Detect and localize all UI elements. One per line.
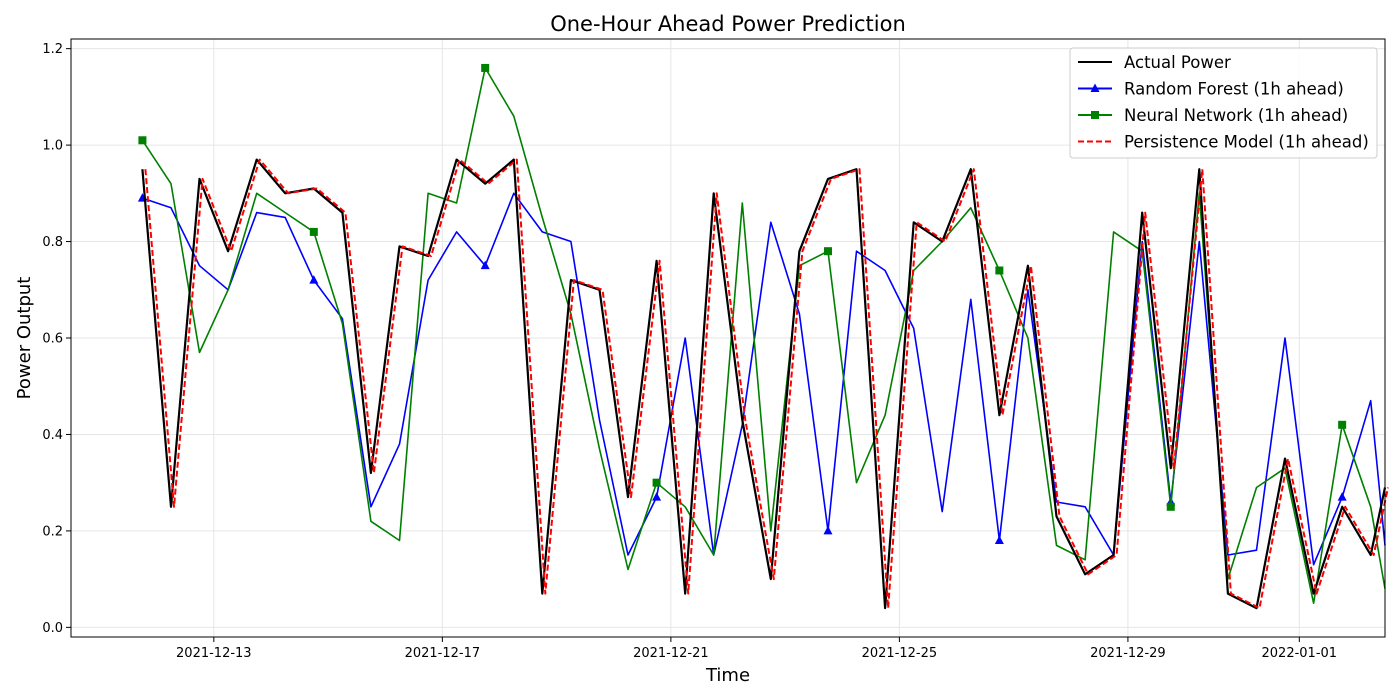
legend-label-neural-network-1h-ahead: Neural Network (1h ahead)	[1124, 106, 1348, 125]
neural-network-1h-ahead-marker	[481, 63, 490, 72]
neural-network-1h-ahead-marker	[138, 136, 147, 145]
random-forest-1h-ahead-marker	[1337, 492, 1347, 501]
x-axis-label: Time	[705, 665, 750, 686]
y-axis: 0.0 0.2 0.4 0.6 0.8 1.0 1.2	[42, 42, 71, 636]
random-forest-1h-ahead-marker	[994, 535, 1004, 545]
neural-network-1h-ahead-marker	[995, 266, 1004, 275]
neural-network-1h-ahead-marker	[652, 478, 661, 487]
random-forest-1h-ahead-marker	[823, 525, 833, 535]
x-tick-label: 2021-12-17	[405, 646, 481, 661]
legend-label-random-forest-1h-ahead: Random Forest (1h ahead)	[1124, 80, 1344, 99]
y-tick-label: 1.2	[42, 42, 63, 57]
random-forest-1h-ahead-marker	[652, 492, 662, 501]
y-tick-label: 1.0	[42, 139, 63, 154]
legend-label-actual-power: Actual Power	[1124, 53, 1231, 72]
y-tick-label: 0.8	[42, 235, 63, 250]
random-forest-1h-ahead-marker	[480, 260, 490, 270]
grid	[71, 39, 1385, 637]
y-tick-label: 0.2	[42, 524, 63, 539]
neural-network-1h-ahead-marker	[309, 227, 318, 236]
x-tick-label: 2021-12-29	[1090, 646, 1166, 661]
legend-box	[1069, 47, 1378, 159]
actual-power-series	[141, 158, 1387, 610]
random-forest-1h-ahead-series	[137, 192, 1386, 566]
neural-network-1h-ahead-marker	[1166, 502, 1175, 511]
y-tick-label: 0.4	[42, 428, 63, 443]
legend-marker-random-forest-1h-ahead	[1090, 83, 1100, 92]
legend-marker-neural-network-1h-ahead	[1091, 111, 1099, 119]
x-tick-label: 2022-01-01	[1262, 646, 1338, 661]
y-axis-label: Power Output	[14, 277, 35, 400]
x-tick-label: 2021-12-25	[862, 646, 938, 661]
legend-label-persistence-model-1h-ahead: Persistence Model (1h ahead)	[1124, 133, 1369, 152]
series-layer	[137, 63, 1389, 610]
neural-network-1h-ahead-marker	[1338, 420, 1347, 429]
random-forest-1h-ahead-marker	[309, 275, 319, 284]
actual-power-line	[141, 158, 1387, 610]
random-forest-1h-ahead-line	[142, 192, 1386, 566]
x-tick-label: 2021-12-13	[176, 646, 252, 661]
legend: Actual Power Random Forest (1h ahead) Neur…	[1069, 47, 1378, 159]
persistence-model-1h-ahead-series	[144, 158, 1389, 610]
chart-title: One-Hour Ahead Power Prediction	[550, 12, 906, 36]
neural-network-1h-ahead-marker	[823, 247, 832, 256]
persistence-model-1h-ahead-line	[144, 158, 1389, 610]
x-tick-label: 2021-12-21	[633, 646, 709, 661]
x-axis: 2021-12-13 2021-12-17 2021-12-21 2021-12-25…	[176, 637, 1337, 661]
y-tick-label: 0.6	[42, 332, 63, 347]
y-tick-label: 0.0	[42, 621, 63, 636]
